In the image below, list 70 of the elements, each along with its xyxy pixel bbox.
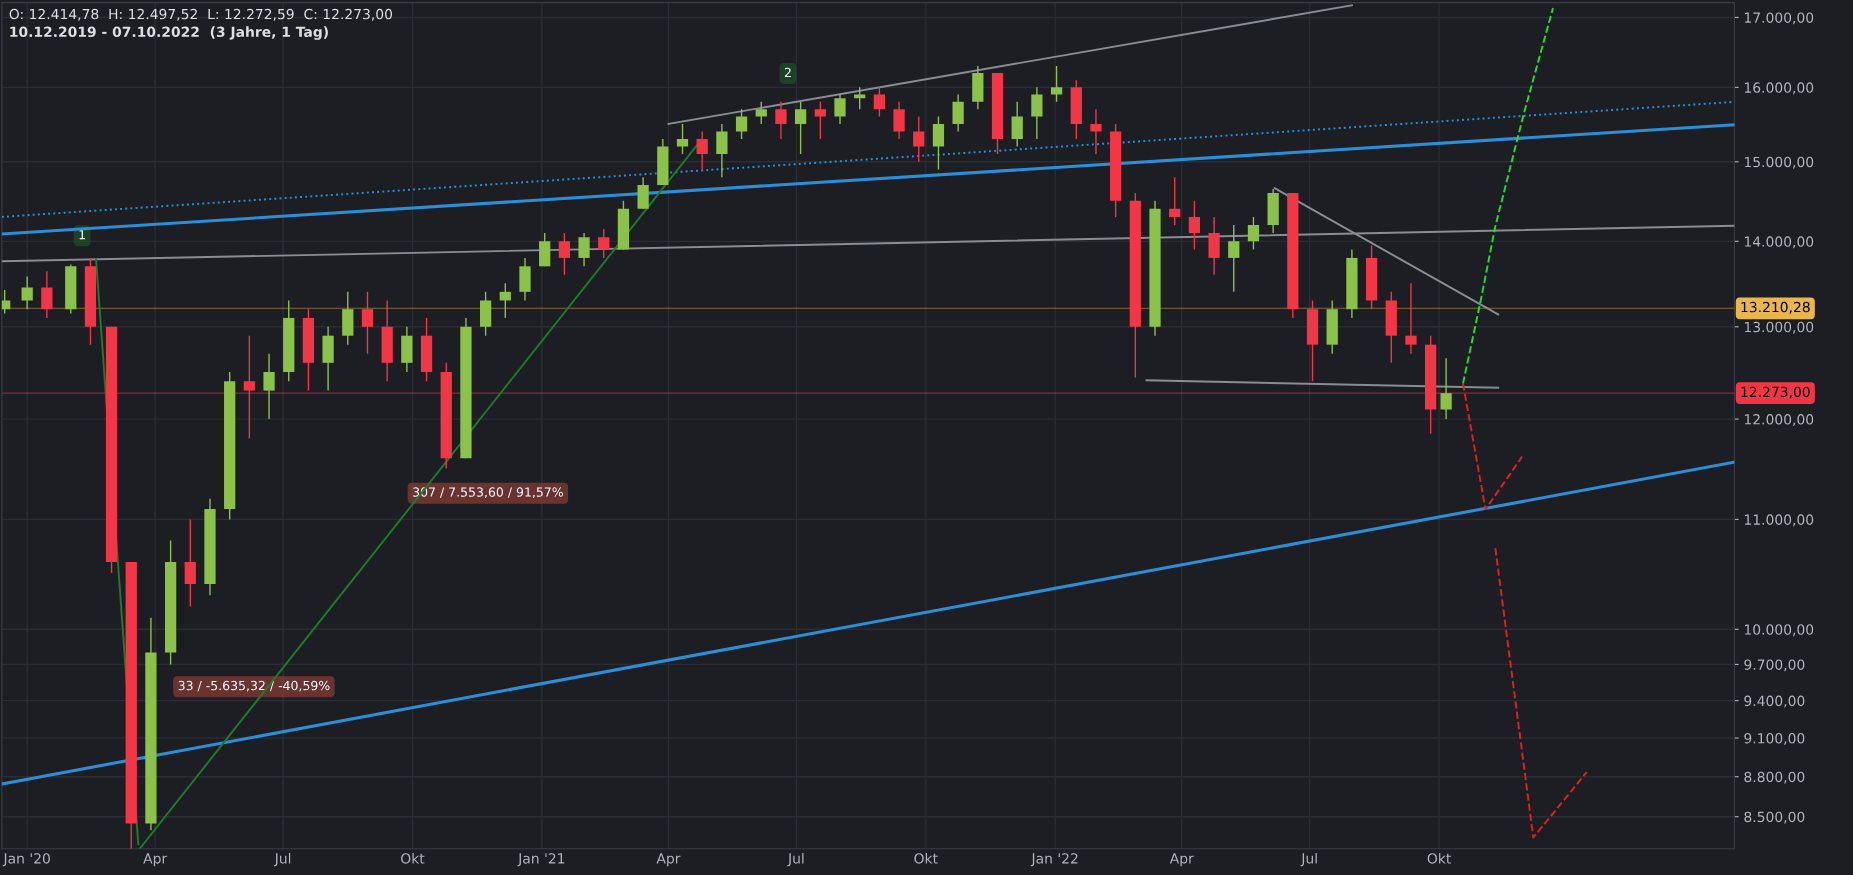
annotation: 307 / 7.553,60 / 91,57% <box>413 487 563 499</box>
y-tick-label: 11.000,00 <box>1744 514 1814 527</box>
candlestick <box>795 101 807 155</box>
line-series <box>1462 7 1554 385</box>
y-tick-label: 9.100,00 <box>1744 733 1805 745</box>
annotation: 1 <box>79 230 85 240</box>
candlestick <box>873 86 886 118</box>
candlestick <box>834 93 846 125</box>
x-tick-label: Apr <box>656 853 681 867</box>
candlestick <box>361 291 374 355</box>
candlestick <box>755 101 767 125</box>
candlestick <box>814 101 826 140</box>
candlestick <box>676 123 689 155</box>
candlestick <box>696 130 708 171</box>
x-tick-label: Okt <box>401 852 425 864</box>
candlestick <box>578 232 590 267</box>
candlestick <box>637 176 649 210</box>
y-tick-label: 8.500,00 <box>1744 811 1805 824</box>
candlestick <box>1011 101 1023 148</box>
text: 10.12.2019 - 07.10.2022 (3 Jahre, 1 Tag) <box>10 26 328 40</box>
candlestick <box>558 232 570 276</box>
candlestick <box>913 115 925 163</box>
x-tick-label: Okt <box>914 852 938 864</box>
candlestick <box>775 101 787 140</box>
candlestick <box>499 282 511 319</box>
x-tick-label: Apr <box>1169 853 1194 867</box>
candlestick <box>41 270 53 319</box>
candlestick <box>735 108 748 140</box>
annotation: 2 <box>784 67 791 77</box>
candlestick <box>1 289 11 315</box>
x-tick-label: Jul <box>1300 852 1317 867</box>
x-tick-label: Jan '22 <box>1030 853 1078 867</box>
candlestick <box>1228 224 1240 293</box>
candlestick <box>716 123 728 178</box>
chart-title: O: 12.414,78 H: 12.497,52 L: 12.272,59 C: 12.273,00 <box>9 8 393 21</box>
candlestick <box>184 518 196 608</box>
y-tick-label: 17.000,00 <box>1744 12 1814 25</box>
candlestick <box>243 334 255 440</box>
x-tick-label: Okt <box>1427 852 1451 864</box>
y-tick-label: 13.000,00 <box>1744 321 1814 334</box>
candlestick <box>598 228 610 259</box>
y-tick-label: 15.000,00 <box>1744 156 1814 169</box>
x-tick-label: Apr <box>143 853 168 867</box>
ref-line-label: 12.273,00 <box>1741 386 1810 399</box>
candlestick <box>932 115 945 171</box>
y-tick-label: 9.700,00 <box>1744 659 1805 672</box>
y-tick-label: 10.000,00 <box>1744 624 1814 637</box>
candlestick <box>1405 282 1417 355</box>
candlestick <box>1169 176 1181 226</box>
x-tick-label: Jul <box>274 852 291 867</box>
candlestick <box>1031 86 1043 140</box>
candlestick <box>952 93 964 133</box>
y-tick-label: 14.000,00 <box>1744 236 1814 249</box>
candlestick <box>893 101 905 140</box>
y-tick-label: 8.800,00 <box>1744 771 1805 784</box>
y-tick-label: 16.000,00 <box>1744 82 1814 95</box>
y-tick-label: 12.000,00 <box>1744 414 1814 426</box>
candlestick <box>1247 216 1260 251</box>
candlestick <box>1188 200 1201 251</box>
x-tick-label: Jan '21 <box>517 853 565 867</box>
candlestick <box>1050 65 1063 103</box>
candlestick <box>263 353 275 420</box>
y-tick-label: 9.400,00 <box>1744 695 1805 708</box>
ref-line-label: 13.210,28 <box>1741 301 1810 314</box>
candlestick <box>21 275 33 310</box>
candlestick <box>1440 357 1452 420</box>
x-tick-label: Jul <box>787 852 804 867</box>
candlestick <box>1090 108 1102 155</box>
annotation: 33 / -5.635,32 / -40,59% <box>178 680 330 692</box>
x-tick-label: Jan '20 <box>2 853 50 867</box>
